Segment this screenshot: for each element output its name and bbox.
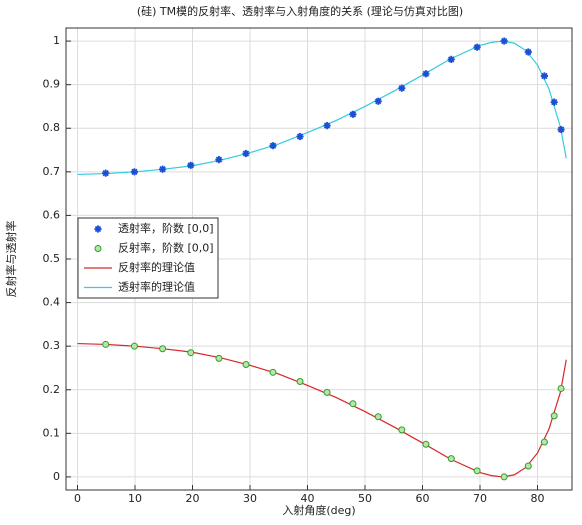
asterisk-marker: [187, 161, 195, 169]
circle-marker: [550, 412, 558, 420]
plot-frame: [65, 27, 573, 491]
asterisk-marker: [159, 165, 167, 173]
x-tick-label: 0: [74, 492, 81, 505]
y-tick-label: 0.2: [43, 383, 61, 396]
x-tick-label: 40: [301, 492, 315, 505]
asterisk-marker: [447, 55, 455, 63]
x-tick-label: 30: [243, 492, 257, 505]
legend-swatch: [94, 245, 102, 252]
legend-label: 透射率，阶数 [0,0]: [118, 221, 214, 235]
asterisk-marker: [500, 37, 508, 45]
y-tick-label: 0.5: [43, 252, 61, 265]
circle-marker: [500, 473, 508, 481]
asterisk-marker: [296, 132, 304, 141]
circle-marker: [269, 368, 277, 376]
circle-marker: [524, 462, 532, 470]
legend-box: [77, 217, 219, 299]
asterisk-marker: [473, 43, 481, 51]
circle-marker: [557, 384, 565, 392]
y-tick-label: 1: [53, 34, 60, 47]
asterisk-marker: [349, 110, 357, 118]
legend-label: 反射率的理论值: [118, 260, 195, 274]
asterisk-marker: [269, 142, 277, 150]
legend-label: 反射率，阶数 [0,0]: [118, 241, 214, 255]
circle-marker: [187, 349, 195, 357]
asterisk-marker: [94, 225, 102, 233]
circle-marker: [323, 388, 331, 396]
chart-title: (硅) TM模的反射率、透射率与入射角度的关系 (理论与仿真对比图): [137, 4, 463, 18]
y-tick-label: 0.1: [43, 426, 61, 439]
y-tick-label: 0.8: [43, 121, 61, 134]
asterisk-marker: [540, 72, 548, 80]
asterisk-marker: [557, 125, 565, 134]
circle-marker: [398, 426, 406, 434]
circle-marker: [349, 400, 357, 408]
y-tick-label: 0.3: [43, 339, 61, 352]
theory-line: [77, 40, 567, 176]
asterisk-marker: [422, 70, 430, 78]
asterisk-marker: [130, 168, 139, 176]
asterisk-marker: [524, 48, 532, 56]
asterisk-marker: [323, 122, 331, 130]
asterisk-marker: [374, 97, 382, 105]
y-tick-label: 0.6: [43, 208, 61, 221]
circle-marker: [374, 413, 382, 421]
x-axis-label: 入射角度(deg): [282, 503, 355, 517]
theory-line: [77, 342, 567, 478]
asterisk-marker: [242, 149, 250, 158]
asterisk-marker: [398, 84, 406, 92]
circle-marker: [447, 455, 455, 463]
y-axis-label: 反射率与透射率: [4, 221, 18, 298]
circle-marker: [242, 360, 250, 368]
x-tick-label: 20: [186, 492, 200, 505]
circle-marker: [215, 354, 223, 362]
circle-marker: [102, 340, 110, 348]
asterisk-marker: [102, 169, 110, 177]
y-tick-label: 0.9: [43, 78, 61, 91]
legend-label: 透射率的理论值: [118, 280, 195, 294]
circle-marker: [296, 377, 304, 385]
x-tick-label: 80: [531, 492, 545, 505]
asterisk-marker: [215, 156, 223, 164]
circle-marker: [473, 467, 481, 475]
x-tick-label: 10: [128, 492, 142, 505]
circle-marker: [159, 345, 167, 353]
circle-marker: [540, 438, 548, 446]
y-tick-label: 0.7: [43, 165, 61, 178]
y-tick-label: 0: [53, 470, 60, 483]
x-tick-label: 70: [473, 492, 487, 505]
x-tick-label: 50: [358, 492, 372, 505]
asterisk-marker: [550, 98, 558, 106]
circle-marker: [422, 440, 430, 448]
circle-marker: [130, 342, 138, 350]
y-tick-label: 0.4: [43, 296, 61, 309]
x-tick-label: 60: [416, 492, 430, 505]
